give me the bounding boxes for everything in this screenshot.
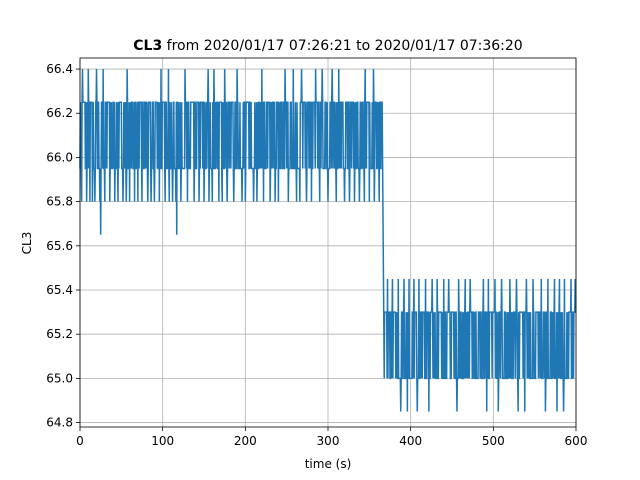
- chart-title: CL3 from 2020/01/17 07:26:21 to 2020/01/…: [133, 38, 522, 54]
- x-tick-label: 300: [317, 434, 340, 448]
- x-tick-label: 500: [482, 434, 505, 448]
- y-tick-label: 66.0: [46, 150, 73, 164]
- x-tick-label: 0: [76, 434, 84, 448]
- series-line: [79, 69, 577, 412]
- y-tick-label: 65.0: [46, 371, 73, 385]
- x-tick-label: 400: [399, 434, 422, 448]
- x-axis-label: time (s): [305, 457, 352, 471]
- y-tick-label: 65.8: [46, 195, 73, 209]
- x-tick-label: 100: [151, 434, 174, 448]
- data-line-layer: [79, 69, 577, 412]
- x-tick-label: 600: [565, 434, 588, 448]
- y-tick-label: 65.6: [46, 239, 73, 253]
- y-tick-label: 64.8: [46, 416, 73, 430]
- x-tick-label: 200: [234, 434, 257, 448]
- ticks: 0 100 200 300 400 500 600 64.8 65.0 65.2 65.4 65.6 6…: [46, 62, 587, 448]
- y-tick-label: 66.2: [46, 106, 73, 120]
- y-tick-label: 66.4: [46, 62, 73, 76]
- y-axis-label: CL3: [20, 232, 34, 255]
- chart-title-bold: CL3: [133, 38, 162, 54]
- y-tick-label: 65.4: [46, 283, 73, 297]
- y-tick-label: 65.2: [46, 327, 73, 341]
- chart-title-rest: from 2020/01/17 07:26:21 to 2020/01/17 0…: [162, 38, 522, 54]
